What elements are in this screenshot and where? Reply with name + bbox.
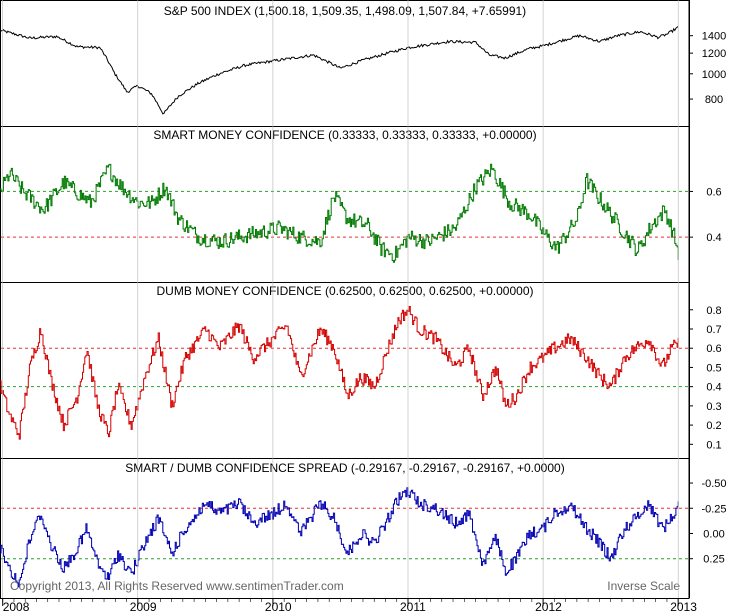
y-tick-label: 0.25 — [703, 554, 724, 566]
x-tick-label: 2012 — [535, 600, 562, 614]
smart-money-panel: SMART MONEY CONFIDENCE (0.33333, 0.33333… — [0, 128, 722, 263]
y-tick-label: 0.3 — [706, 401, 721, 413]
series-line — [0, 487, 679, 588]
y-tick-label: 0.6 — [706, 343, 721, 355]
y-tick-label: -0.25 — [701, 503, 726, 515]
y-tick-label: 0.8 — [706, 305, 721, 317]
y-tick-label: 0.4 — [706, 382, 721, 394]
spread-panel: SMART / DUMB CONFIDENCE SPREAD (-0.29167… — [0, 461, 727, 593]
x-tick-label: 2011 — [400, 600, 426, 614]
y-tick-label: 0.00 — [703, 528, 724, 540]
y-tick-label: 0.1 — [706, 439, 721, 451]
x-axis: 2008 2009 2010 2011 2012 2013 — [0, 0, 697, 614]
y-tick-label: 1400 — [702, 31, 726, 43]
sp500-title: S&P 500 INDEX (1,500.18, 1,509.35, 1,498… — [164, 4, 526, 18]
y-tick-label: 1200 — [702, 48, 726, 60]
dumb-money-panel: DUMB MONEY CONFIDENCE (0.62500, 0.62500,… — [0, 284, 722, 451]
x-tick-label: 2009 — [130, 600, 157, 614]
x-tick-label: 2013 — [670, 600, 697, 614]
y-tick-label: 0.5 — [706, 362, 721, 374]
y-tick-label: -0.50 — [701, 478, 726, 490]
y-tick-label: 0.4 — [706, 232, 721, 244]
smart-money-title: SMART MONEY CONFIDENCE (0.33333, 0.33333… — [153, 128, 536, 142]
y-tick-label: 0.7 — [706, 324, 721, 336]
x-tick-label: 2008 — [3, 600, 30, 614]
sp500-panel: S&P 500 INDEX (1,500.18, 1,509.35, 1,498… — [0, 4, 726, 115]
y-tick-label: 0.2 — [706, 420, 721, 432]
y-tick-label: 1000 — [702, 69, 726, 81]
copyright-text: Copyright 2013, All Rights Reserved www.… — [10, 579, 344, 593]
y-tick-label: 0.6 — [706, 186, 721, 198]
spread-title: SMART / DUMB CONFIDENCE SPREAD (-0.29167… — [125, 461, 564, 475]
x-tick-label: 2010 — [265, 600, 292, 614]
y-tick-label: 800 — [705, 94, 723, 106]
series-line — [0, 25, 679, 115]
series-line — [0, 163, 679, 263]
inverse-scale-label: Inverse Scale — [607, 579, 680, 593]
series-line — [0, 306, 679, 440]
dumb-money-title: DUMB MONEY CONFIDENCE (0.62500, 0.62500,… — [157, 284, 534, 298]
